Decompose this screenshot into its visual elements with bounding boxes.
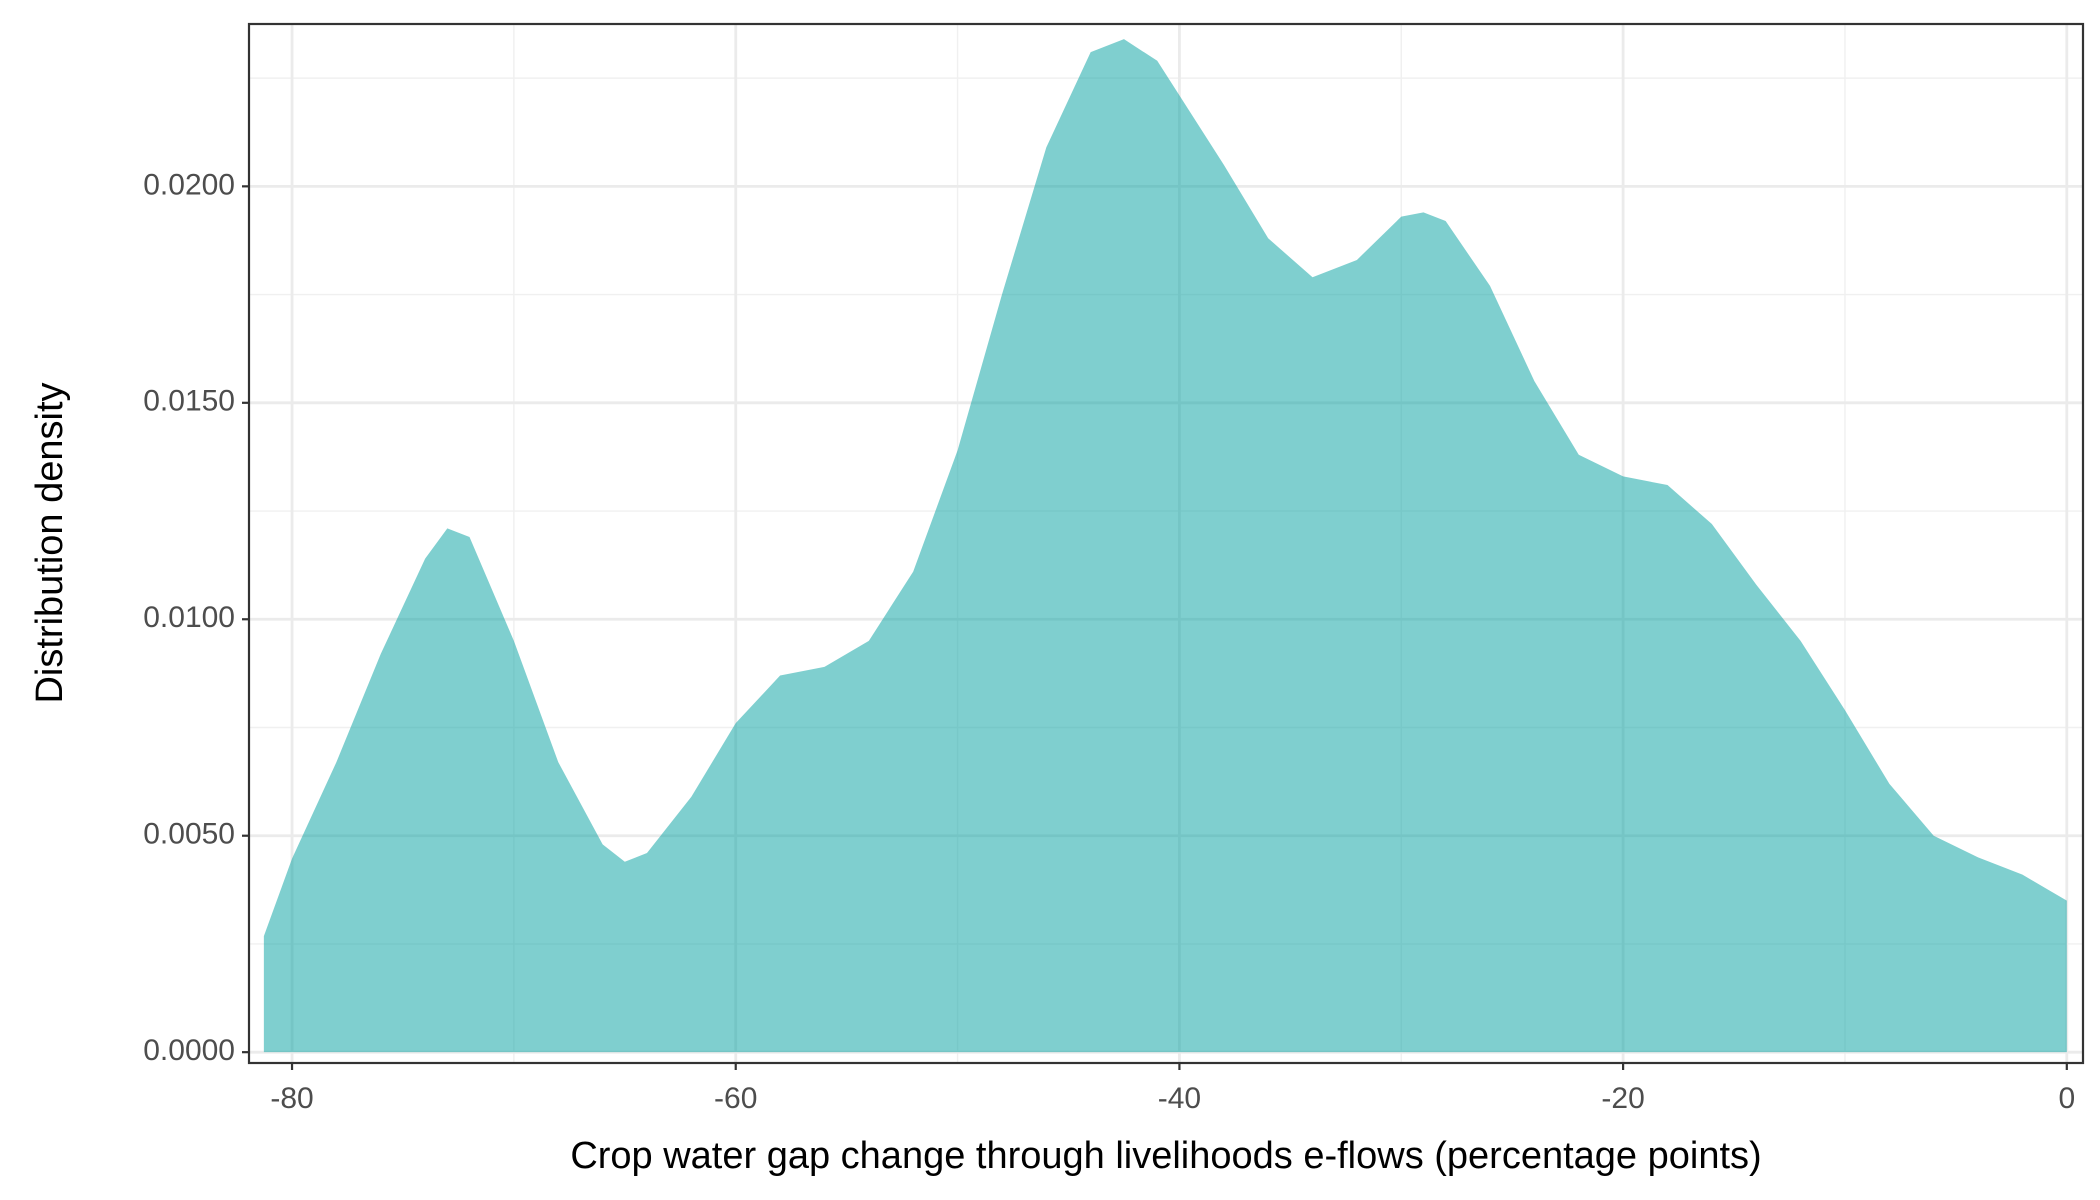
x-tick-label: -80 — [270, 1082, 313, 1115]
y-tick-label: 0.0100 — [143, 601, 235, 634]
y-axis-title: Distribution density — [29, 382, 71, 703]
x-tick-label: -20 — [1601, 1082, 1644, 1115]
density-area — [263, 39, 2067, 1053]
x-tick-label: 0 — [2058, 1082, 2075, 1115]
y-tick-label: 0.0000 — [143, 1034, 235, 1067]
x-tick-label: -40 — [1158, 1082, 1201, 1115]
y-tick-label: 0.0050 — [143, 818, 235, 851]
y-tick-label: 0.0150 — [143, 385, 235, 418]
axes: -80 -60 -40 -20 0 0.0000 0.0050 0.0100 0.0150 0.0… — [143, 22, 2085, 1115]
panel-border — [247, 22, 2085, 1065]
x-tick-label: -60 — [714, 1082, 757, 1115]
x-axis-title: Crop water gap change through livelihood… — [570, 1135, 1761, 1177]
plot — [263, 39, 2067, 1053]
y-tick-label: 0.0200 — [143, 168, 235, 201]
